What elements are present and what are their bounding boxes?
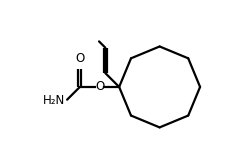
- Text: O: O: [75, 52, 84, 65]
- Text: H₂N: H₂N: [42, 94, 65, 107]
- Text: O: O: [95, 80, 104, 93]
